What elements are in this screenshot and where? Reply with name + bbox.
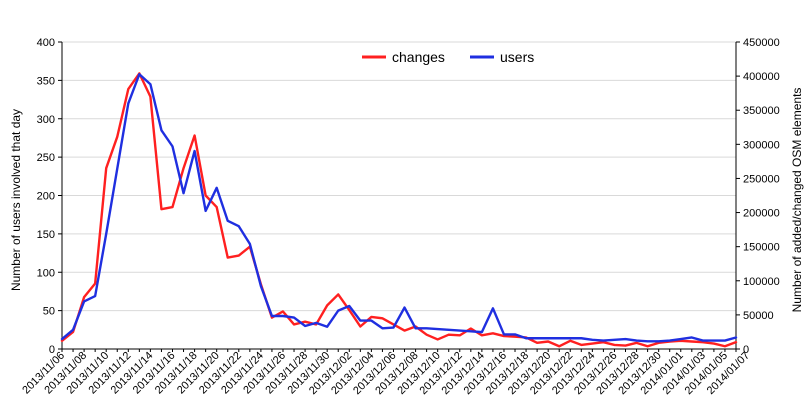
- grid-lines: [62, 41, 736, 350]
- right-y-tick-label: 200000: [743, 208, 780, 220]
- left-y-axis-ticks: 0 50 100 150 200 250 300 350 400: [37, 37, 62, 356]
- right-y-tick-label: 450000: [743, 37, 780, 49]
- right-y-tick-label: 350000: [743, 105, 780, 117]
- left-y-tick-label: 350: [37, 75, 55, 87]
- series: [60, 72, 738, 348]
- left-y-tick-label: 100: [37, 267, 55, 279]
- legend: changes users: [362, 49, 534, 65]
- left-y-tick-label: 50: [43, 306, 55, 318]
- right-y-tick-label: 100000: [743, 276, 780, 288]
- legend-label-changes: changes: [392, 49, 445, 65]
- left-y-axis-title: Number of users involved that day: [9, 109, 23, 291]
- right-y-tick-label: 400000: [743, 71, 780, 83]
- right-y-axis-title: Number of added/changed OSM elements: [790, 88, 804, 313]
- left-y-tick-label: 300: [37, 114, 55, 126]
- left-y-tick-label: 250: [37, 152, 55, 164]
- right-y-tick-label: 0: [743, 344, 749, 356]
- series-line-users: [60, 73, 738, 343]
- right-y-tick-label: 150000: [743, 242, 780, 254]
- right-y-tick-label: 250000: [743, 173, 780, 185]
- legend-label-users: users: [500, 49, 534, 65]
- right-y-tick-label: 50000: [743, 310, 774, 322]
- left-y-tick-label: 200: [37, 191, 55, 203]
- left-y-tick-label: 150: [37, 229, 55, 241]
- series-line-changes: [60, 72, 738, 348]
- right-y-axis-ticks: 0 50000 100000 150000 200000 250000 300000 3500…: [736, 37, 780, 356]
- right-y-tick-label: 300000: [743, 139, 780, 151]
- left-y-tick-label: 0: [49, 344, 55, 356]
- x-axis-ticks: 2013/11/062013/11/082013/11/102013/11/12…: [20, 349, 752, 397]
- left-y-tick-label: 400: [37, 37, 55, 49]
